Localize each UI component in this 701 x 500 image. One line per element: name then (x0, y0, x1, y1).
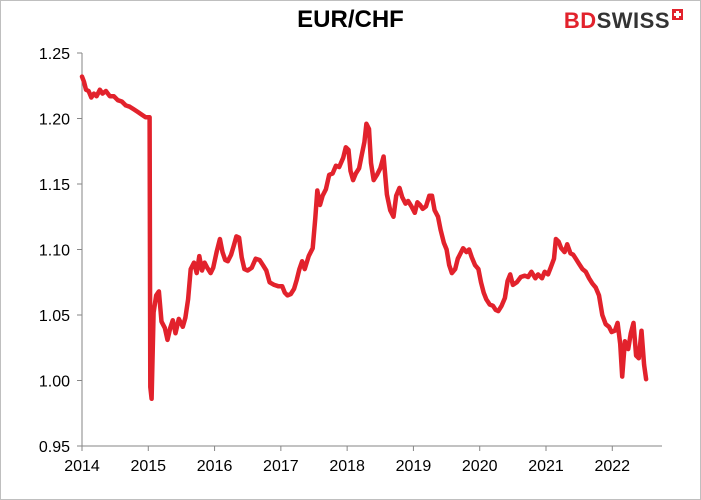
eur-chf-series-line (79, 74, 649, 402)
bdswiss-logo: BD SWISS (563, 8, 683, 33)
x-tick-label: 2022 (594, 458, 630, 475)
y-tick-labels: 0.95 1.00 1.05 1.10 1.15 1.20 1.25 (39, 46, 70, 456)
x-tick-label: 2019 (396, 458, 432, 475)
swiss-cross-icon (672, 8, 683, 20)
series-group (79, 74, 649, 402)
x-tick-label: 2014 (64, 458, 100, 475)
x-tick-labels: 2014 2015 2016 2017 2018 2019 2020 2021 2022 (64, 458, 630, 475)
x-tick-label: 2016 (197, 458, 233, 475)
y-tick-label: 1.15 (39, 177, 70, 194)
logo-swiss-text: SWISS (596, 8, 670, 33)
y-tick-label: 1.25 (39, 46, 70, 63)
y-tick-label: 0.95 (39, 439, 70, 456)
chart-title: EUR/CHF (297, 6, 404, 33)
y-tick-label: 1.10 (39, 243, 70, 260)
axes (77, 52, 662, 451)
x-tick-label: 2015 (130, 458, 166, 475)
y-tick-label: 1.00 (39, 374, 70, 391)
x-tick-label: 2018 (329, 458, 365, 475)
y-tick-label: 1.20 (39, 112, 70, 129)
x-tick-label: 2020 (462, 458, 498, 475)
logo-bd-text: BD (563, 8, 597, 33)
x-tick-label: 2021 (528, 458, 564, 475)
y-tick-label: 1.05 (39, 308, 70, 325)
x-tick-label: 2017 (263, 458, 299, 475)
